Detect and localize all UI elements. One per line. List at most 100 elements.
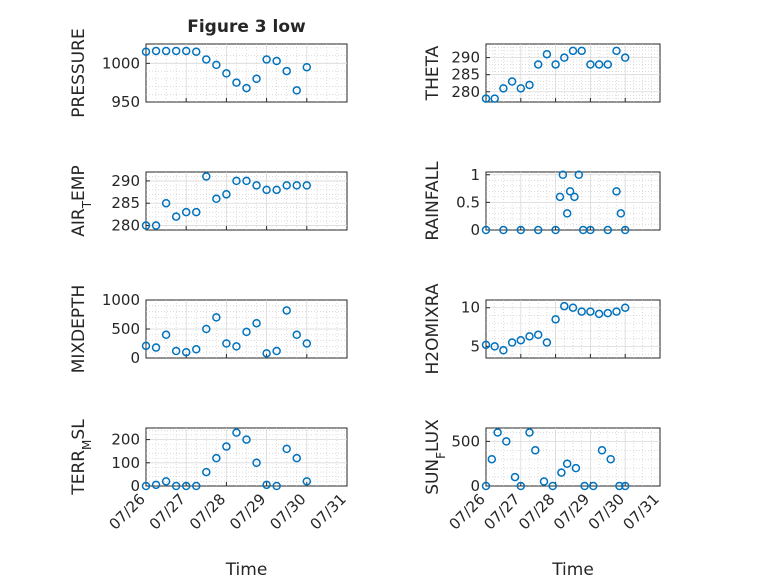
data-point [161,477,171,486]
y-tick-label: 0 [130,349,140,367]
data-point [181,207,191,217]
x-tick-label: 07/27 [480,490,523,533]
data-point [615,481,624,491]
x-tick-label: 07/30 [266,490,309,533]
data-point [192,481,201,491]
y-axis-label: PRESSURE [69,28,89,117]
y-tick-label: 1000 [102,54,140,72]
data-point [557,468,566,477]
data-point [616,209,626,218]
x-axis-label: Time [225,560,268,580]
x-tick-label: 07/28 [515,490,558,533]
data-point [620,53,630,62]
y-tick-label: 950 [111,93,140,111]
y-axis-label: SUNFLUX [423,419,448,495]
data-point [222,339,231,348]
data-point [232,78,241,87]
data-point [202,324,211,334]
data-point [603,308,613,318]
data-point [516,84,526,93]
data-point [548,481,557,491]
data-point [594,309,604,319]
data-point [510,472,520,482]
data-point [562,209,572,218]
data-point [252,458,261,468]
data-point [516,225,526,235]
data-point [252,74,261,84]
data-point [282,181,291,190]
data-point [302,339,312,348]
plot-area [485,43,661,103]
data-point [551,60,560,69]
data-point [272,481,281,491]
data-point [272,56,281,66]
data-point [481,94,491,103]
y-axis-label: RAINFALL [423,161,443,241]
data-point [202,467,211,477]
data-point [507,77,517,86]
data-point [481,225,491,235]
data-point [502,437,511,446]
data-point [171,346,181,356]
y-axis-label: MIXDEPTH [69,285,89,374]
data-point [151,46,161,56]
data-point [212,60,221,70]
chart-title: Figure 3 low [187,17,306,37]
data-point [192,207,201,217]
x-tick-label: 07/31 [620,490,663,533]
data-point [531,446,540,455]
plot-area [485,171,661,231]
data-point [490,94,499,103]
data-point [493,428,502,437]
data-point [612,187,621,196]
data-point [499,346,508,355]
data-point [292,330,301,340]
y-tick-label: 280 [451,83,480,101]
y-tick-label: 285 [451,66,480,84]
x-tick-label: 07/29 [550,490,593,533]
y-tick-label: 200 [111,431,140,449]
data-point [487,454,497,464]
data-point [302,181,312,190]
y-tick-label: 280 [111,217,140,235]
data-point [574,170,584,180]
data-point [499,84,508,93]
data-point [612,46,621,56]
data-point [272,346,281,356]
y-tick-label: 500 [111,320,140,338]
data-point [282,66,291,76]
data-point [620,481,630,491]
data-point [533,225,543,235]
data-point [232,342,241,351]
y-tick-label: 1000 [102,291,140,309]
y-tick-label: 500 [451,432,480,450]
x-tick-label: 07/26 [106,490,149,533]
data-point [499,225,508,235]
data-point [181,481,191,491]
data-point [232,428,241,437]
data-point [551,225,560,235]
data-point [212,194,221,204]
subplot-5: 0 500 1000 MIXDEPTH [69,285,348,374]
data-point [262,185,271,195]
grid-lines [486,172,660,230]
y-tick-label: 10 [461,299,480,317]
y-axis-label: AIRTEMP [69,165,94,236]
x-tick-label: 07/27 [146,490,189,533]
subplot-3: 280 285 290 AIRTEMP [69,165,348,237]
data-point [555,192,565,202]
data-point [292,86,301,95]
x-tick-label: 07/28 [186,490,229,533]
data-point [586,225,595,235]
data-point [151,480,161,490]
data-point [302,62,312,72]
data-point [565,187,575,196]
data-point [181,46,191,56]
subplot-1: 950 1000 PRESSURE Figure 3 low [69,17,348,118]
x-tick-label: 07/26 [446,490,489,533]
data-point [580,481,589,491]
